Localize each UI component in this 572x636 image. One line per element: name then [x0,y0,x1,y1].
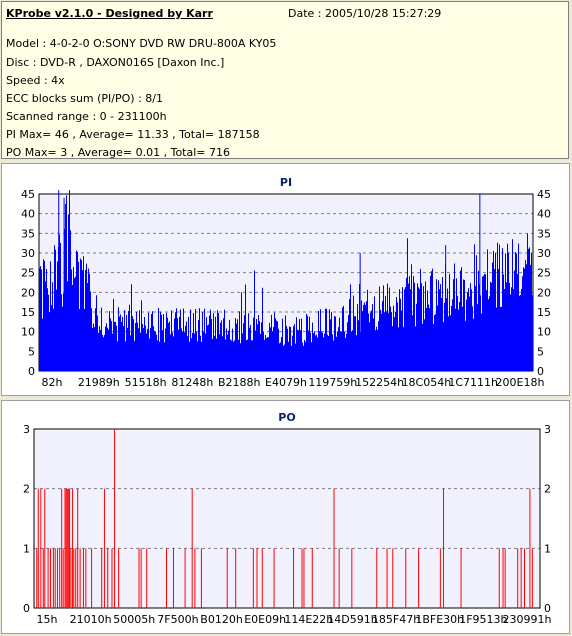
pi-y-tick-label-left: 5 [28,345,35,358]
po-chart-title: PO [278,411,295,424]
app-title: KProbe v2.1.0 - Designed by Karr [6,7,213,20]
pi-y-tick-label-left: 20 [21,286,35,299]
po-x-tick-label: B0120h [200,613,243,626]
pi-chart-title: PI [280,176,292,189]
info-scanned-range: Scanned range : 0 - 231100h [6,110,167,123]
po-chart: 0 0 1 1 2 2 3 3 PO 15h 21010h 50005h 7F500h B0120h E0E… [23,411,552,626]
po-x-tick-label: 14D591h [327,613,377,626]
pi-y-tick-label-right: 35 [537,227,551,240]
pi-y-tick-label-left: 0 [28,365,35,378]
pi-x-tick-label: 200E18h [496,376,545,389]
po-x-tick-label: 1BFE30h [415,613,464,626]
po-bars [36,429,533,608]
info-model: Model : 4-0-2-0 O:SONY DVD RW DRU-800A K… [6,37,277,50]
pi-x-tick-label: E4079h [265,376,307,389]
po-y-tick-label-right: 2 [544,483,551,496]
po-x-tick-label: 1F9513h [459,613,507,626]
pi-x-tick-label: 18C054h [402,376,452,389]
pi-y-tick-label-right: 30 [537,247,551,260]
pi-y-tick-label-left: 35 [21,227,35,240]
info-pi-stats: PI Max= 46 , Average= 11.33 , Total= 187… [6,128,260,141]
pi-chart-panel: 0 0 5 5 10 10 15 15 20 20 25 25 30 30 35 35 40 40 45 45 PI 82… [1,163,570,396]
pi-y-tick-label-left: 30 [21,247,35,260]
po-x-tick-label: 114E22h [284,613,333,626]
pi-x-tick-label: 1C7111h [448,376,498,389]
pi-x-tick-label: 21989h [78,376,120,389]
info-ecc-sum: ECC blocks sum (PI/PO) : 8/1 [6,92,163,105]
pi-x-tick-label: 152254h [355,376,404,389]
pi-y-tick-label-right: 20 [537,286,551,299]
pi-y-tick-label-right: 40 [537,208,551,221]
pi-bars [39,190,533,371]
po-x-tick-label: 15h [37,613,58,626]
pi-x-tick-label: 81248h [171,376,213,389]
pi-y-tick-label-left: 15 [21,306,35,319]
po-y-tick-label-left: 0 [23,602,30,615]
po-y-tick-label-left: 3 [23,423,30,436]
po-chart-panel: 0 0 1 1 2 2 3 3 PO 15h 21010h 50005h 7F500h B0120h E0E… [1,400,570,634]
pi-y-tick-label-left: 10 [21,326,35,339]
pi-x-tick-label: 82h [42,376,63,389]
po-y-tick-label-left: 2 [23,483,30,496]
pi-y-tick-label-right: 15 [537,306,551,319]
po-y-tick-label-right: 3 [544,423,551,436]
pi-y-tick-label-right: 25 [537,267,551,280]
pi-y-tick-label-left: 40 [21,208,35,221]
pi-y-tick-label-right: 45 [537,188,551,201]
po-x-tick-label: 7F500h [157,613,198,626]
pi-y-tick-label-right: 10 [537,326,551,339]
pi-x-tick-label: B2188h [218,376,261,389]
po-y-tick-label-right: 0 [544,602,551,615]
po-x-tick-label: 21010h [70,613,112,626]
info-panel: KProbe v2.1.0 - Designed by Karr Date : … [1,1,569,159]
pi-chart: 0 0 5 5 10 10 15 15 20 20 25 25 30 30 35 35 40 40 45 45 PI 82… [21,176,551,389]
po-x-tick-label: 230991h [503,613,552,626]
pi-x-tick-label: 51518h [125,376,167,389]
pi-y-tick-label-left: 25 [21,267,35,280]
po-x-tick-label: E0E09h [244,613,286,626]
info-po-stats: PO Max= 3 , Average= 0.01 , Total= 716 [6,146,230,159]
po-x-tick-label: 185F47h [372,613,420,626]
pi-y-tick-label-left: 45 [21,188,35,201]
pi-series-bars [39,190,533,371]
info-disc: Disc : DVD-R , DAXON016S [Daxon Inc.] [6,56,225,69]
pi-y-tick-label-right: 5 [537,345,544,358]
po-y-tick-label-right: 1 [544,542,551,555]
po-plot-border [33,428,541,609]
pi-x-tick-label: 119759h [308,376,357,389]
pi-y-tick-label-right: 0 [537,365,544,378]
scan-date: Date : 2005/10/28 15:27:29 [288,7,442,20]
info-speed: Speed : 4x [6,74,65,87]
po-plot-area [34,429,540,608]
po-y-tick-label-left: 1 [23,542,30,555]
po-x-tick-label: 50005h [113,613,155,626]
